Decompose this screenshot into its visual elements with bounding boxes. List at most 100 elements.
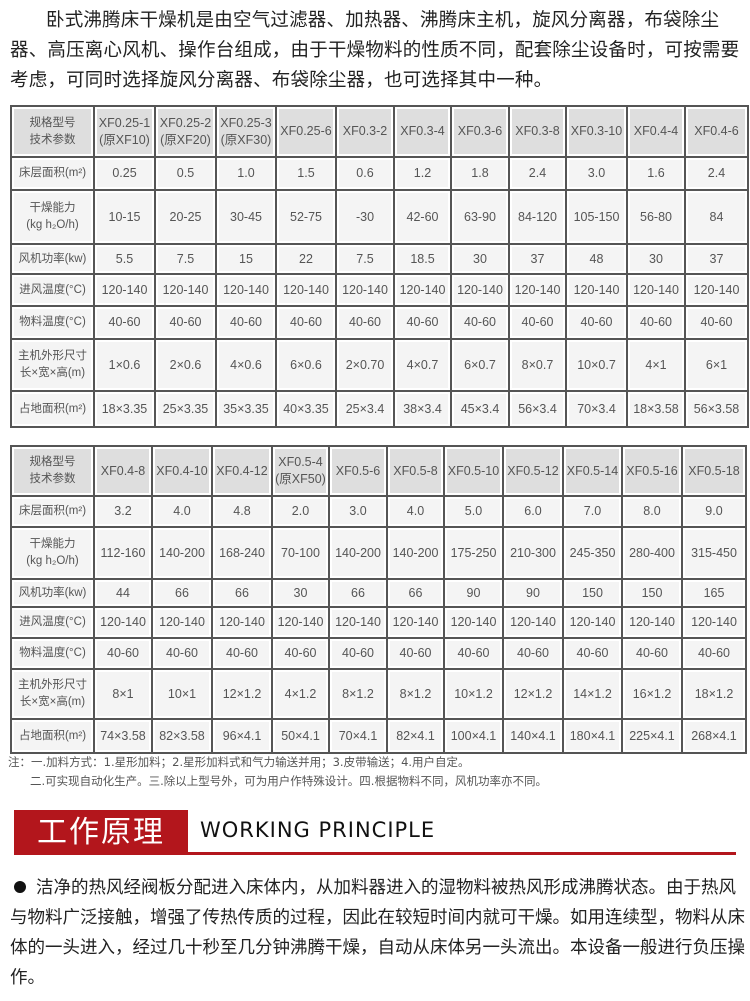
table-row: 风机功率(kw) 44 66 66 30 66 66 90 90 150 150 165 xyxy=(12,580,745,608)
value-cell: 12×1.2 xyxy=(504,670,564,720)
value-cell: 120-140 xyxy=(156,275,217,307)
param-label-cell-text: (kg h₂O/h) xyxy=(26,219,79,231)
value-cell: 35×3.35 xyxy=(217,392,277,426)
value-cell: 315-450 xyxy=(683,528,745,580)
value-cell: 120-140 xyxy=(217,275,277,307)
value-cell: 4×1.2 xyxy=(273,670,330,720)
param-label-cell: 主机外形尺寸 长×宽×高(m) xyxy=(12,670,95,720)
value-cell: 8×1.2 xyxy=(388,670,445,720)
param-label-cell-text: 占地面积(m²) xyxy=(18,402,87,415)
value-cell: 120-140 xyxy=(213,608,273,639)
value-cell: 50×4.1 xyxy=(273,720,330,752)
value-cell: 120-140 xyxy=(510,275,567,307)
value-cell: 22 xyxy=(277,245,337,275)
model-header-cell-text: XF0.5-4 xyxy=(278,455,323,469)
param-label-cell: 占地面积(m²) xyxy=(12,392,95,426)
model-header-cell-text: XF0.4-12 xyxy=(216,463,268,478)
model-header-cell-text: XF0.4-10 xyxy=(156,463,208,478)
value-cell: 105-150 xyxy=(567,191,628,245)
table-row: 物料温度(°C) 40-60 40-60 40-60 40-60 40-60 40-60 40… xyxy=(12,307,747,340)
value-cell: 40-60 xyxy=(153,639,213,670)
value-cell: 82×3.58 xyxy=(153,720,213,752)
value-cell: 4×0.6 xyxy=(217,340,277,392)
model-header-cell-text: XF0.5-6 xyxy=(335,463,381,478)
value-cell: 63-90 xyxy=(452,191,510,245)
value-cell: 280-400 xyxy=(623,528,683,580)
value-cell: 90 xyxy=(445,580,504,608)
table-row: 主机外形尺寸 长×宽×高(m) 8×1 10×1 12×1.2 4×1.2 8×1.2 8×1… xyxy=(12,670,745,720)
value-cell: 120-140 xyxy=(337,275,395,307)
value-cell: 120-140 xyxy=(277,275,337,307)
param-label-cell: 干燥能力 (kg h₂O/h) xyxy=(12,528,95,580)
note-line-2: 二.可实现自动化生产。三.除以上型号外，可为用户作特殊设计。四.根据物料不同，风… xyxy=(30,774,547,788)
model-header-cell-text: XF0.5-8 xyxy=(393,463,438,478)
value-cell: 56×3.4 xyxy=(510,392,567,426)
value-cell: 40-60 xyxy=(273,639,330,670)
value-cell: 18×1.2 xyxy=(683,670,745,720)
value-cell: 2.0 xyxy=(273,497,330,528)
value-cell: 40-60 xyxy=(337,307,395,340)
value-cell: 2.4 xyxy=(686,158,747,191)
value-cell: 0.5 xyxy=(156,158,217,191)
value-cell: 37 xyxy=(510,245,567,275)
value-cell: 120-140 xyxy=(95,275,156,307)
param-label-cell: 进风温度(°C) xyxy=(12,608,95,639)
model-header-cell: XF0.4-6 xyxy=(686,107,747,158)
table-row: 物料温度(°C) 40-60 40-60 40-60 40-60 40-60 40-60 40… xyxy=(12,639,745,670)
value-cell: 38×3.4 xyxy=(395,392,452,426)
value-cell: 3.2 xyxy=(95,497,153,528)
value-cell: 1.0 xyxy=(217,158,277,191)
model-header-cell: XF0.5-6 xyxy=(330,447,388,497)
value-cell: 40-60 xyxy=(95,639,153,670)
model-header-cell: XF0.25-6 xyxy=(277,107,337,158)
value-cell: 4.0 xyxy=(388,497,445,528)
value-cell: 245-350 xyxy=(564,528,623,580)
value-cell: 40-60 xyxy=(213,639,273,670)
spec-table-1: 规格型号 技术参数 XF0.25-1 (原XF10) XF0.25-2 (原XF20) XF… xyxy=(10,105,749,428)
model-header-cell-text: XF0.3-2 xyxy=(342,124,388,138)
principle-text: 洁净的热风经阀板分配进入床体内，从加料器进入的湿物料被热风形成沸腾状态。由于热风… xyxy=(10,878,745,988)
model-header-cell: XF0.4-4 xyxy=(628,107,686,158)
value-cell: 40-60 xyxy=(683,639,745,670)
value-cell: 6×1 xyxy=(686,340,747,392)
value-cell: 0.6 xyxy=(337,158,395,191)
value-cell: 1×0.6 xyxy=(95,340,156,392)
value-cell: 40-60 xyxy=(388,639,445,670)
value-cell: 6×0.7 xyxy=(452,340,510,392)
table-row: 占地面积(m²) 74×3.58 82×3.58 96×4.1 50×4.1 70×4.1… xyxy=(12,720,745,752)
note-line-1: 注：一.加料方式：1.星形加料；2.星形加料式和气力输送并用；3.皮带输送；4.… xyxy=(8,755,470,769)
table-row: 风机功率(kw) 5.5 7.5 15 22 7.5 18.5 30 37 48 30 37 xyxy=(12,245,747,275)
param-label-cell: 床层面积(m²) xyxy=(12,158,95,191)
value-cell: 4.0 xyxy=(153,497,213,528)
value-cell: 20-25 xyxy=(156,191,217,245)
model-header-cell-text: XF0.4-4 xyxy=(633,124,679,138)
model-header-cell-text: XF0.25-2 xyxy=(159,115,212,130)
value-cell: 120-140 xyxy=(95,608,153,639)
value-cell: 42-60 xyxy=(395,191,452,245)
value-cell: 120-140 xyxy=(504,608,564,639)
value-cell: 112-160 xyxy=(95,528,153,580)
value-cell: 40-60 xyxy=(217,307,277,340)
value-cell: 165 xyxy=(683,580,745,608)
value-cell: 40×3.35 xyxy=(277,392,337,426)
value-cell: 18×3.35 xyxy=(95,392,156,426)
value-cell: 44 xyxy=(95,580,153,608)
model-header-cell: XF0.5-16 xyxy=(623,447,683,497)
model-header-cell-text: XF0.5-16 xyxy=(626,463,678,478)
value-cell: 40-60 xyxy=(395,307,452,340)
param-label-cell-text: 物料温度(°C) xyxy=(19,316,86,328)
model-header-cell-text: XF0.25-3 xyxy=(220,115,272,130)
param-label-cell-text: 主机外形尺寸 xyxy=(18,350,87,362)
value-cell: 1.6 xyxy=(628,158,686,191)
value-cell: 120-140 xyxy=(153,608,213,639)
model-header-cell: XF0.25-2 (原XF20) xyxy=(156,107,217,158)
value-cell: 70-100 xyxy=(273,528,330,580)
value-cell: 40-60 xyxy=(510,307,567,340)
model-header-cell-text: XF0.25-6 xyxy=(280,124,332,138)
value-cell: 40-60 xyxy=(95,307,156,340)
header-row: 规格型号 技术参数 XF0.4-8 XF0.4-10 XF0.4-12 XF0.5-4 (原… xyxy=(12,447,745,497)
header-label-cell-text: 规格型号 xyxy=(29,456,76,468)
value-cell: 66 xyxy=(388,580,445,608)
value-cell: 140×4.1 xyxy=(504,720,564,752)
value-cell: 40-60 xyxy=(277,307,337,340)
